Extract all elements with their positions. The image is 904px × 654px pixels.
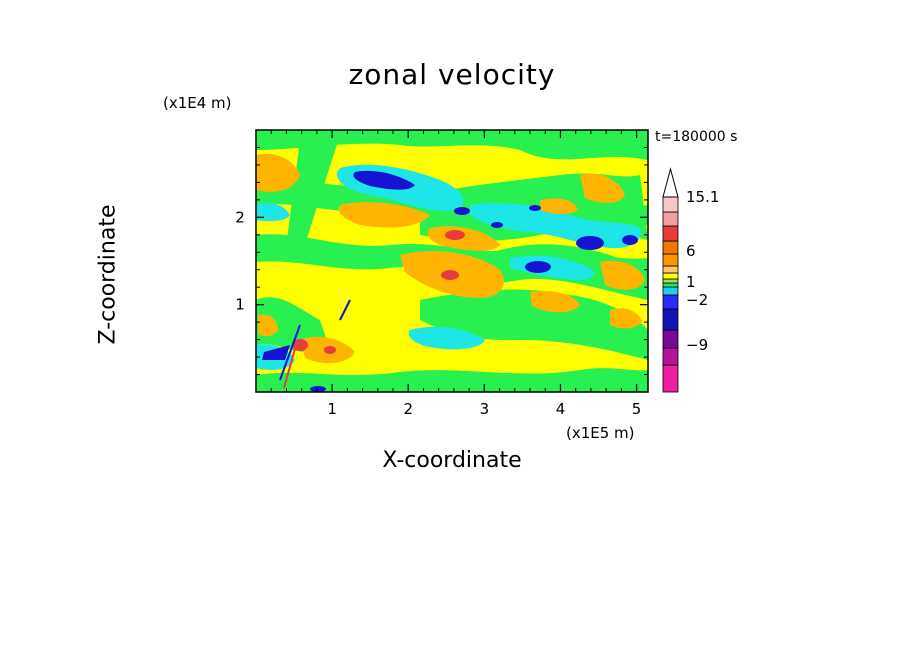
colorbar-swatch xyxy=(662,211,679,227)
colorbar-label: 15.1 xyxy=(686,188,719,206)
colorbar-label: −9 xyxy=(686,336,708,354)
colorbar-swatch xyxy=(662,282,679,288)
diagonal-streaks xyxy=(279,299,351,381)
x-tick-label: 3 xyxy=(480,400,490,418)
plot-frame xyxy=(255,129,649,393)
colorbar-swatch xyxy=(662,253,679,267)
x-tick-label: 5 xyxy=(632,400,642,418)
colorbar-swatch xyxy=(662,225,679,242)
colorbar-swatch xyxy=(662,286,679,296)
x-tick-label: 4 xyxy=(556,400,566,418)
red-streaks xyxy=(283,344,297,389)
y-tick-label: 1 xyxy=(235,296,245,314)
blue-cores xyxy=(262,170,638,392)
colorbar-swatch xyxy=(662,364,679,393)
colorbar-label: 6 xyxy=(686,242,696,260)
y-axis-unit: (x1E4 m) xyxy=(163,94,232,112)
chart-title: zonal velocity xyxy=(348,58,556,91)
y-axis-ticks: 12 xyxy=(235,146,648,376)
colorbar-swatch xyxy=(662,308,679,331)
colorbar-swatch xyxy=(662,196,679,213)
x-tick-label: 1 xyxy=(327,400,337,418)
x-tick-label: 2 xyxy=(403,400,413,418)
colorbar-swatch xyxy=(662,265,679,274)
colorbar-swatch xyxy=(662,240,679,255)
colorbar-swatch xyxy=(662,278,679,284)
colorbar-swatch xyxy=(662,272,679,280)
x-axis-label-text: X-coordinate xyxy=(382,448,522,473)
x-axis-ticks: 1 2 3 4 5 xyxy=(270,130,642,418)
colorbar-swatch xyxy=(662,347,679,366)
x-axis-unit: (x1E5 m) xyxy=(566,424,635,442)
time-label: t=180000 s xyxy=(655,129,738,145)
colorbar-swatch xyxy=(662,294,679,310)
x-axis-label: X-coordinate xyxy=(0,448,904,473)
colorbar-extend-arrow xyxy=(662,167,679,198)
colorbar-label: −2 xyxy=(686,291,708,309)
colorbar-label: 1 xyxy=(686,273,696,291)
contour-field xyxy=(256,130,648,392)
y-tick-label: 2 xyxy=(235,208,245,226)
colorbar: 15.1 6 1−2 −9 xyxy=(662,167,719,393)
colorbar-swatch xyxy=(662,329,679,349)
